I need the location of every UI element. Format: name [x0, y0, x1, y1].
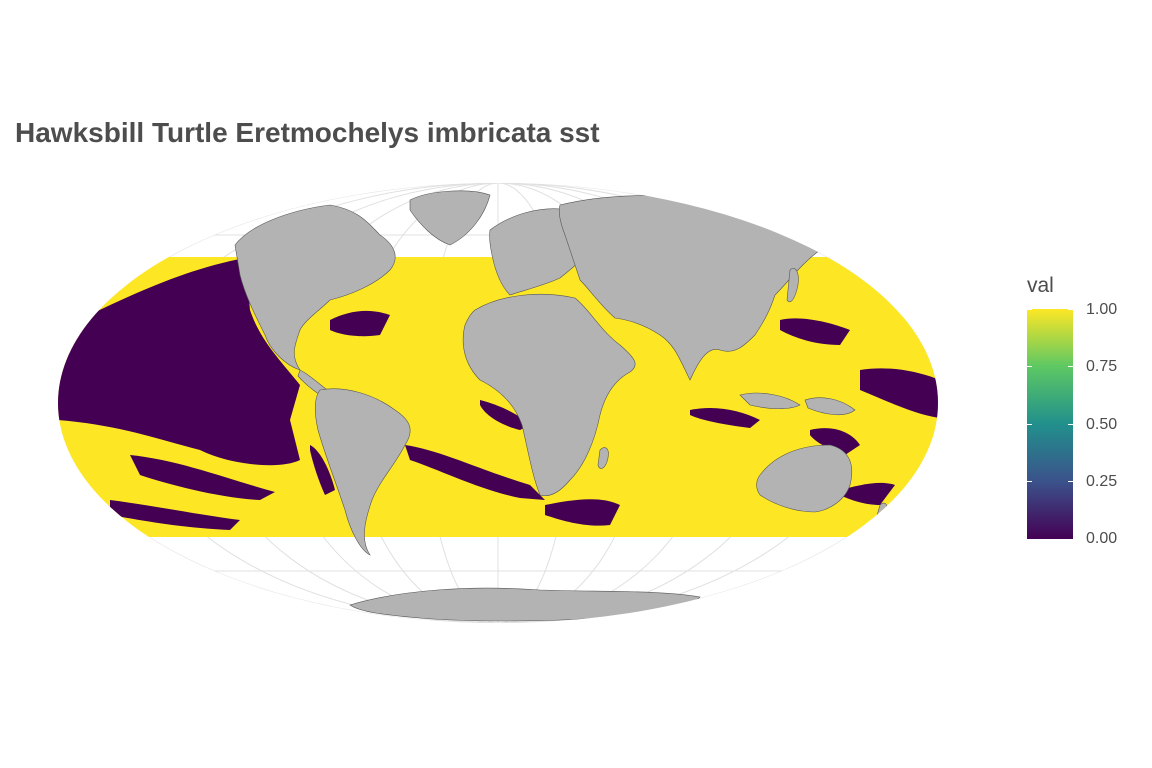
legend-tickmark — [1068, 366, 1073, 367]
map-title: Hawksbill Turtle Eretmochelys imbricata … — [15, 117, 600, 148]
legend-tick-label: 0.25 — [1086, 473, 1118, 490]
legend-tick-label: 0.75 — [1086, 358, 1118, 375]
madagascar — [597, 447, 609, 469]
north-america — [234, 204, 396, 371]
japan — [786, 268, 799, 303]
south-america — [314, 388, 411, 556]
legend-colorbar — [1027, 309, 1073, 539]
legend-tick-label: 0.00 — [1086, 530, 1118, 547]
legend-tick-label: 0.50 — [1086, 416, 1118, 433]
africa — [462, 293, 636, 497]
unsuitable-regions — [58, 258, 938, 530]
legend-tickmark — [1027, 481, 1032, 482]
legend-tick-label: 1.00 — [1086, 301, 1118, 318]
legend-tickmark — [1068, 424, 1073, 425]
legend-tickmark — [1027, 424, 1032, 425]
legend-title: val — [1027, 274, 1054, 297]
legend-tickmark — [1068, 481, 1073, 482]
australia — [756, 444, 853, 513]
legend-tickmark — [1027, 366, 1032, 367]
legend-tickmark — [1027, 309, 1032, 310]
indonesia — [739, 392, 856, 416]
legend-tickmark — [1068, 309, 1073, 310]
greenland — [409, 190, 491, 246]
antarctica — [349, 587, 701, 622]
land-masses — [234, 190, 888, 622]
